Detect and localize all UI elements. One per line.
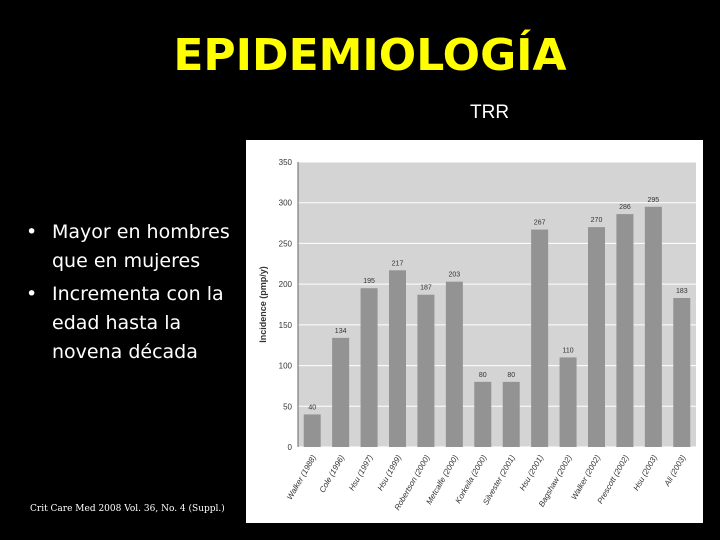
data-label: 217 <box>392 260 404 267</box>
bullet-item: • Incrementa con la edad hasta la novena… <box>24 280 246 367</box>
chart-panel: 0 50 100 150 200 250 300 350 Incidence (pmp/y) 40… <box>246 140 703 523</box>
data-label: 183 <box>676 288 688 295</box>
data-label: 267 <box>534 220 546 227</box>
bar-chart: 0 50 100 150 200 250 300 350 Incidence (pmp/y) 40… <box>258 158 696 512</box>
bar <box>559 357 577 447</box>
bar <box>445 281 463 447</box>
data-label: 110 <box>562 347 573 354</box>
y-tick-label: 0 <box>288 443 293 452</box>
bar <box>644 206 662 447</box>
slide-title: EPIDEMIOLOGÍA <box>173 30 567 81</box>
data-label: 295 <box>648 197 660 204</box>
bullet-dot: • <box>26 221 38 243</box>
bar <box>502 381 520 447</box>
data-label: 134 <box>335 328 347 335</box>
category-label: Ali (2003) <box>662 453 688 488</box>
y-tick-label: 300 <box>279 199 293 208</box>
citation: Crit Care Med 2008 Vol. 36, No. 4 (Suppl… <box>30 504 225 514</box>
bar <box>474 381 492 447</box>
data-label: 40 <box>308 404 316 411</box>
category-label: Hsu (1997) <box>347 453 375 492</box>
category-label: Walker (1988) <box>285 453 318 501</box>
data-label: 203 <box>449 272 461 279</box>
y-axis-label: Incidence (pmp/y) <box>258 266 268 343</box>
bullet-item: • Mayor en hombres que en mujeres <box>24 218 246 276</box>
bar <box>360 288 378 447</box>
bar <box>673 297 691 447</box>
bullet-dot: • <box>26 283 38 305</box>
y-tick-label: 250 <box>279 239 293 248</box>
y-tick-label: 50 <box>283 402 292 411</box>
bar <box>588 227 605 447</box>
data-label: 80 <box>507 372 515 379</box>
data-label: 187 <box>420 285 432 292</box>
slide-subtitle: TRR <box>470 102 510 123</box>
category-label: Hsu (2003) <box>632 453 660 492</box>
category-label: Hsu (1999) <box>376 453 404 492</box>
bar <box>332 337 350 447</box>
y-tick-label: 200 <box>279 280 293 289</box>
data-label: 195 <box>363 278 375 285</box>
bar <box>389 270 406 447</box>
bullet-text: Mayor en hombres que en mujeres <box>52 221 230 272</box>
bar <box>417 294 435 447</box>
bar <box>531 229 549 447</box>
bar <box>616 214 634 447</box>
plot-area <box>298 162 696 447</box>
data-label: 286 <box>619 204 631 211</box>
y-tick-label: 150 <box>279 321 293 330</box>
category-label: Prescott (2002) <box>596 453 631 505</box>
bullet-text: Incrementa con la edad hasta la novena d… <box>52 283 224 363</box>
category-label: Hsu (2001) <box>518 453 546 492</box>
bullet-list: • Mayor en hombres que en mujeres • Incr… <box>24 218 246 371</box>
category-label: Cole (1996) <box>318 453 347 494</box>
y-tick-label: 350 <box>279 158 293 167</box>
y-tick-label: 100 <box>279 362 293 371</box>
category-label: Walker (2002) <box>569 453 602 501</box>
data-label: 80 <box>479 372 487 379</box>
bar <box>303 414 321 447</box>
data-label: 270 <box>591 217 603 224</box>
